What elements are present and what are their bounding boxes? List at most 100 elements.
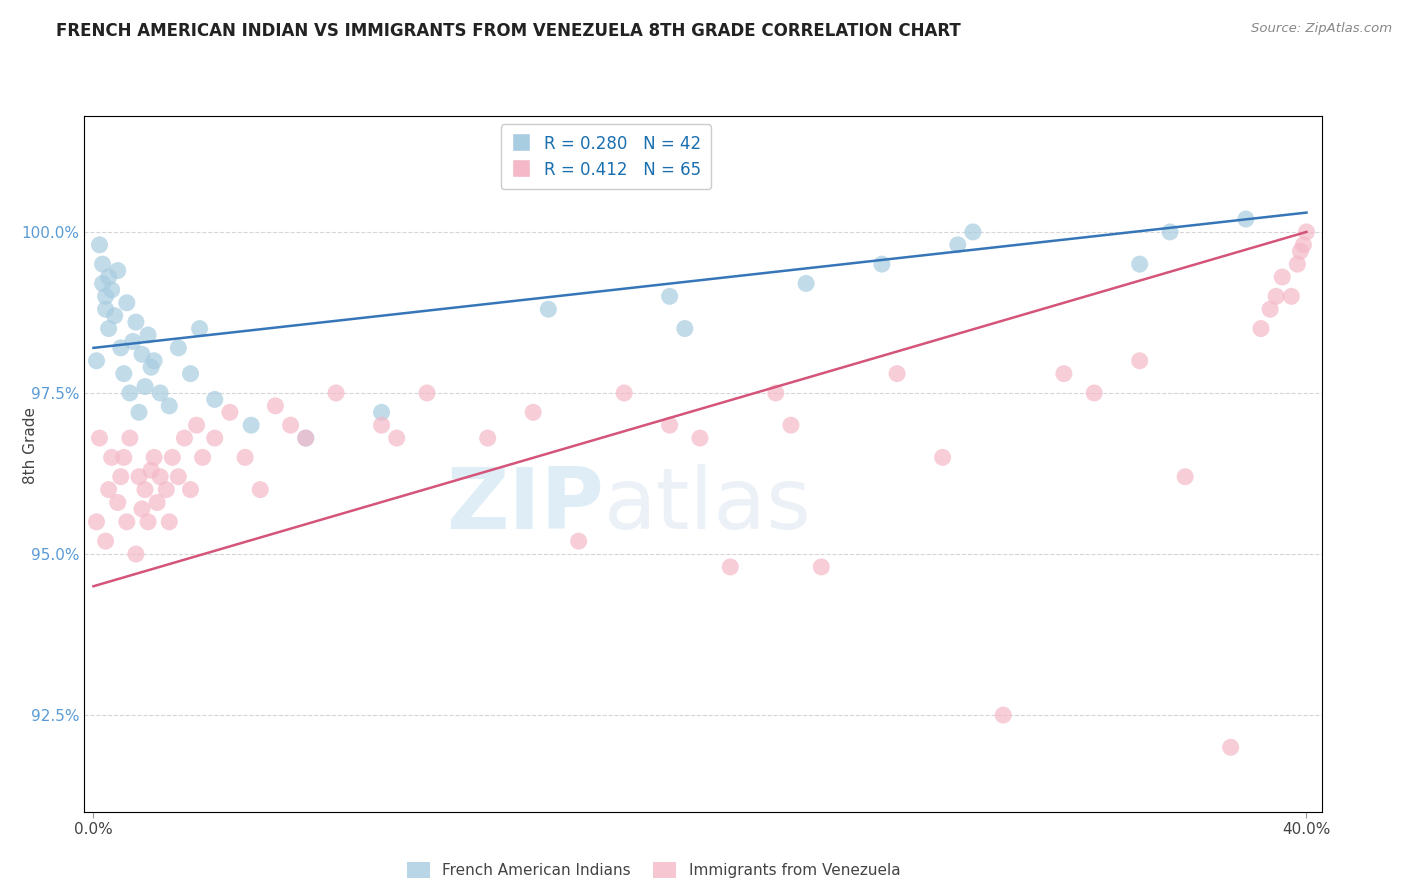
- Point: [1295, 225, 1317, 239]
- Point: [1286, 257, 1309, 271]
- Point: [1053, 367, 1076, 381]
- Point: [188, 321, 211, 335]
- Text: ZIP: ZIP: [446, 464, 605, 547]
- Point: [94, 289, 117, 303]
- Point: [385, 431, 408, 445]
- Point: [86, 353, 108, 368]
- Point: [1265, 289, 1288, 303]
- Point: [91, 257, 114, 271]
- Point: [104, 309, 127, 323]
- Text: 8th Grade: 8th Grade: [24, 408, 38, 484]
- Point: [110, 469, 132, 483]
- Point: [810, 560, 832, 574]
- Point: [149, 469, 172, 483]
- Point: [157, 399, 180, 413]
- Point: [689, 431, 711, 445]
- Point: [162, 450, 184, 465]
- Point: [204, 431, 226, 445]
- Point: [146, 495, 169, 509]
- Point: [477, 431, 499, 445]
- Point: [143, 353, 166, 368]
- Text: atlas: atlas: [605, 464, 813, 547]
- Point: [718, 560, 741, 574]
- Point: [128, 469, 150, 483]
- Point: [149, 386, 172, 401]
- Point: [94, 534, 117, 549]
- Point: [537, 302, 560, 317]
- Point: [1129, 257, 1152, 271]
- Point: [1250, 321, 1272, 335]
- Point: [765, 386, 787, 401]
- Point: [112, 367, 135, 381]
- Point: [89, 237, 111, 252]
- Point: [249, 483, 271, 497]
- Point: [100, 283, 122, 297]
- Point: [136, 328, 159, 343]
- Point: [658, 289, 681, 303]
- Point: [118, 431, 141, 445]
- Point: [794, 277, 817, 291]
- Point: [1129, 353, 1152, 368]
- Point: [110, 341, 132, 355]
- Point: [125, 547, 148, 561]
- Point: [115, 515, 138, 529]
- Point: [1219, 740, 1241, 755]
- Point: [179, 483, 201, 497]
- Point: [993, 708, 1015, 723]
- Point: [143, 450, 166, 465]
- Point: [86, 515, 108, 529]
- Point: [1258, 302, 1281, 317]
- Point: [1234, 212, 1257, 227]
- Point: [264, 399, 287, 413]
- Point: [107, 263, 129, 277]
- Point: [613, 386, 636, 401]
- Point: [233, 450, 256, 465]
- Point: [1271, 270, 1294, 285]
- Point: [870, 257, 893, 271]
- Point: [122, 334, 145, 349]
- Text: Source: ZipAtlas.com: Source: ZipAtlas.com: [1251, 22, 1392, 36]
- Point: [522, 405, 544, 419]
- Point: [931, 450, 953, 465]
- Point: [179, 367, 201, 381]
- Point: [131, 502, 153, 516]
- Point: [97, 483, 120, 497]
- Point: [191, 450, 214, 465]
- Point: [280, 418, 302, 433]
- Point: [962, 225, 984, 239]
- Point: [1083, 386, 1105, 401]
- Point: [1289, 244, 1312, 259]
- Point: [1279, 289, 1302, 303]
- Point: [125, 315, 148, 329]
- Point: [128, 405, 150, 419]
- Point: [219, 405, 242, 419]
- Point: [204, 392, 226, 407]
- Point: [1292, 237, 1315, 252]
- Point: [886, 367, 908, 381]
- Point: [325, 386, 347, 401]
- Point: [186, 418, 208, 433]
- Point: [167, 469, 190, 483]
- Point: [294, 431, 316, 445]
- Point: [780, 418, 803, 433]
- Point: [294, 431, 316, 445]
- Text: FRENCH AMERICAN INDIAN VS IMMIGRANTS FROM VENEZUELA 8TH GRADE CORRELATION CHART: FRENCH AMERICAN INDIAN VS IMMIGRANTS FRO…: [56, 22, 960, 40]
- Point: [97, 321, 120, 335]
- Point: [139, 463, 162, 477]
- Point: [100, 450, 122, 465]
- Point: [568, 534, 591, 549]
- Point: [115, 295, 138, 310]
- Point: [155, 483, 177, 497]
- Point: [1159, 225, 1181, 239]
- Point: [134, 483, 156, 497]
- Point: [89, 431, 111, 445]
- Point: [416, 386, 439, 401]
- Point: [946, 237, 969, 252]
- Point: [112, 450, 135, 465]
- Point: [118, 386, 141, 401]
- Point: [136, 515, 159, 529]
- Point: [658, 418, 681, 433]
- Point: [107, 495, 129, 509]
- Point: [370, 405, 392, 419]
- Point: [1174, 469, 1197, 483]
